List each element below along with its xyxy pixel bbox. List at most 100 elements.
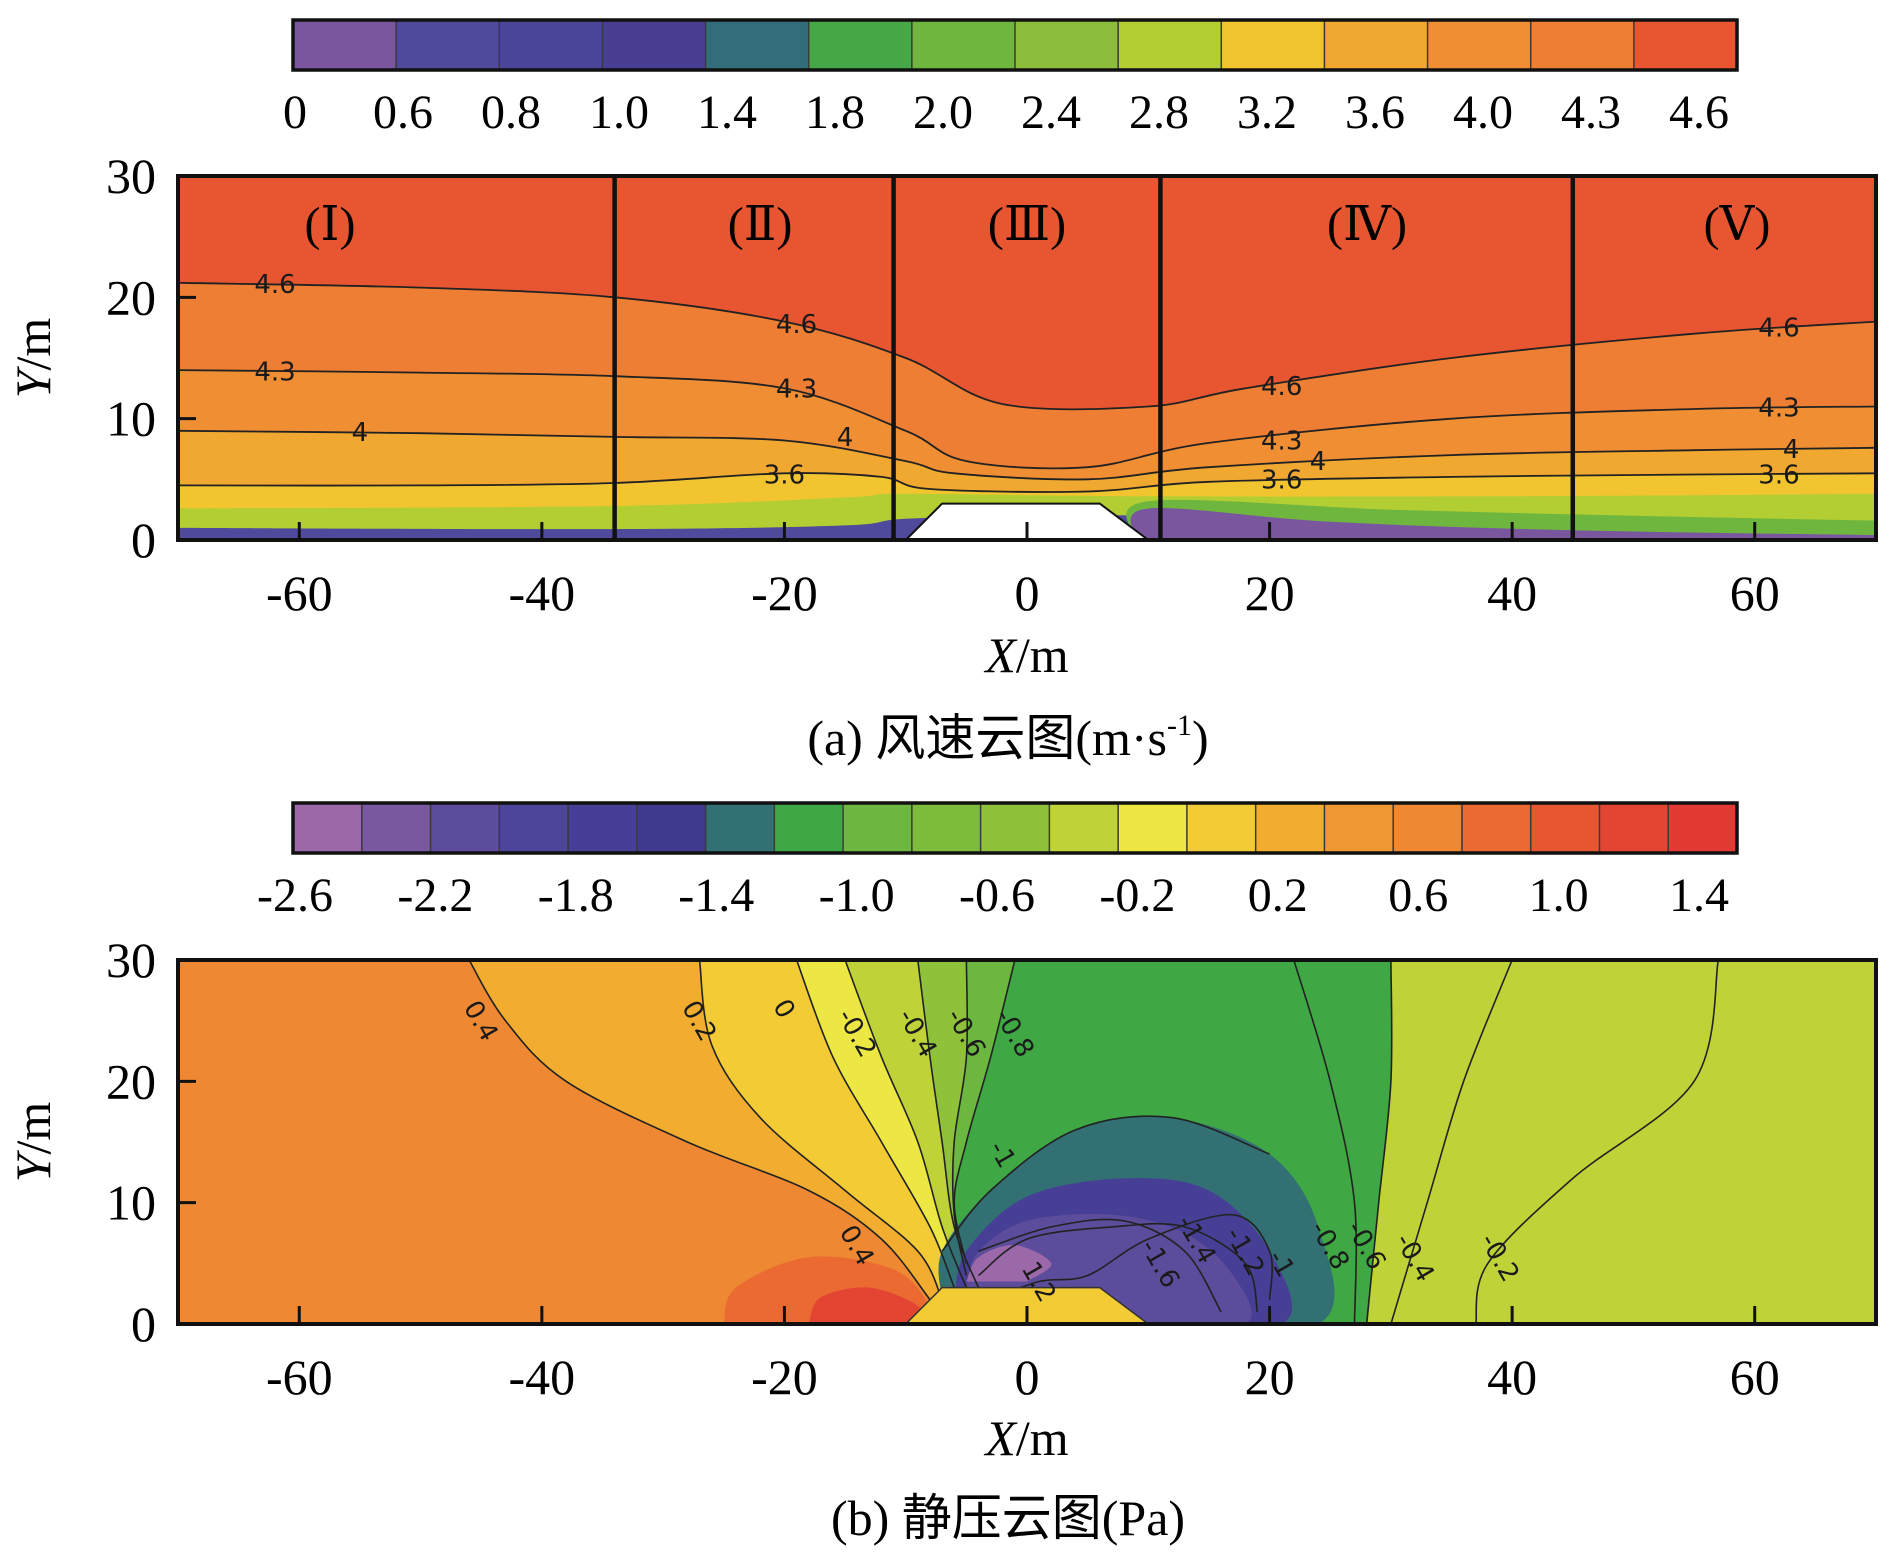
region-labels: (Ⅰ) (Ⅱ) (Ⅲ) (Ⅳ) (Ⅴ) (305, 198, 1771, 251)
velocity-contour-line (178, 429, 1876, 481)
pressure-colorbar-swatch (567, 802, 639, 854)
pressure-contour-line (468, 960, 931, 1301)
pressure-colorbar-swatch (1186, 802, 1257, 854)
velocity-colorbar-swatch (292, 19, 398, 71)
velocity-contour-label: 4.6 (254, 270, 295, 300)
velocity-colorbar-tick-label: 1.8 (805, 86, 865, 139)
velocity-colorbar-border (291, 18, 1739, 72)
pressure-colorbar-swatch (704, 802, 776, 854)
pressure-y-tick-label: 0 (131, 1296, 156, 1352)
velocity-colorbar-swatch (1014, 19, 1120, 71)
velocity-contour-label: 4.3 (1758, 394, 1799, 424)
pressure-y-tick-label: 20 (106, 1053, 156, 1109)
velocity-contour-label: 4.3 (776, 374, 817, 404)
pressure-contour-line (1390, 960, 1513, 1324)
pressure-x-tick-label: -20 (751, 1349, 818, 1405)
pressure-colorbar-ticks: -2.6 -2.2 -1.8 -1.4 -1.0 -0.6 -0.2 0.2 0.6 1.0 1.4 (257, 869, 1729, 922)
velocity-x-tick-label: 20 (1245, 565, 1295, 621)
pressure-colorbar-tick-label: -2.2 (397, 869, 473, 922)
pressure-colorbar-swatch (498, 802, 570, 854)
pressure-colorbar-swatch (361, 802, 432, 854)
pressure-colorbar-tick-label: -1.0 (819, 869, 895, 922)
pressure-colorbar-tick-label: 0.2 (1248, 869, 1308, 922)
pressure-contour-line (951, 960, 969, 1276)
velocity-colorbar-swatch (498, 19, 604, 71)
velocity-colorbar-swatch (601, 19, 707, 71)
velocity-colorbar-tick-label: 2.8 (1129, 86, 1189, 139)
velocity-plot-area: 4.64.344.64.343.64.64.343.64.64.343.6 (178, 176, 1876, 540)
pressure-colorbar-tick-label: 0.6 (1388, 869, 1448, 922)
region-dividers (612, 176, 1576, 540)
velocity-colorbar-tick-label: 4.0 (1453, 86, 1513, 139)
pressure-colorbar-swatch (1529, 802, 1601, 854)
velocity-x-tick-label: 60 (1730, 565, 1780, 621)
velocity-contour-label: 4.6 (776, 310, 817, 340)
pressure-caption: (b) 静压云图(Pa) (831, 1490, 1185, 1546)
pressure-contour-line (1293, 960, 1358, 1324)
velocity-colorbar-tick-label: 3.6 (1345, 86, 1405, 139)
pressure-colorbar-swatch (636, 802, 707, 854)
pressure-axes: -60 -40 -20 0 20 40 60 0 10 20 30 (106, 932, 1780, 1405)
pressure-colorbar (291, 801, 1739, 855)
pressure-colorbar-swatch (1598, 802, 1670, 854)
velocity-band-purple-right (1130, 508, 1876, 540)
pressure-colorbar-swatch (842, 802, 914, 854)
pressure-colorbar-tick-label: -1.4 (678, 869, 754, 922)
pressure-plot-area: 0.4 0.2 0 -0.2 -0.4-0.6-0.8-10.4 -1.4-1.6 -1.2… (178, 960, 1876, 1324)
velocity-colorbar-swatch (1323, 19, 1429, 71)
pressure-colorbar-border (291, 801, 1739, 855)
velocity-y-tick-label: 0 (131, 512, 156, 568)
velocity-colorbar-swatch (1529, 19, 1636, 71)
pressure-colorbar-tick-label: -0.6 (959, 869, 1035, 922)
velocity-caption: (a) 风速云图(m·s-1) (807, 709, 1208, 766)
region-label-2: (Ⅱ) (728, 198, 793, 251)
velocity-colorbar (291, 18, 1739, 72)
pressure-x-tick-label: -60 (266, 1349, 333, 1405)
velocity-contour-labels: 4.64.344.64.343.64.64.343.64.64.343.6 (254, 270, 1800, 495)
velocity-colorbar-tick-label: 0.8 (481, 86, 541, 139)
pressure-colorbar-swatch (773, 802, 845, 854)
velocity-colorbar-swatch (1117, 19, 1223, 71)
pressure-contour-lines (468, 960, 1720, 1324)
velocity-y-tick-label: 30 (106, 148, 156, 204)
velocity-colorbar-swatch (911, 19, 1017, 71)
pressure-colorbar-swatch (1392, 802, 1464, 854)
velocity-contour-label: 3.6 (1758, 460, 1799, 490)
velocity-y-tick-label: 20 (106, 269, 156, 325)
region-label-4: (Ⅳ) (1327, 198, 1407, 251)
velocity-x-tick-label: -20 (751, 565, 818, 621)
region-label-3: (Ⅲ) (988, 198, 1066, 251)
pressure-contour-line (990, 1213, 1274, 1301)
velocity-contour-lines (178, 281, 1876, 493)
velocity-contour-label: 3.6 (764, 460, 805, 490)
velocity-colorbar-swatch (1220, 19, 1326, 71)
pressure-panel: -2.6 -2.2 -1.8 -1.4 -1.0 -0.6 -0.2 0.2 0.6 1.0 1.4 (5, 801, 1878, 1546)
pressure-contour-line (698, 960, 943, 1301)
pressure-fill-bands (178, 960, 1876, 1324)
pressure-colorbar-swatch (979, 802, 1051, 854)
pressure-contour-line (1365, 960, 1393, 1324)
velocity-colorbar-tick-label: 4.3 (1561, 86, 1621, 139)
velocity-colorbar-swatch (395, 19, 501, 71)
pressure-x-tick-label: 40 (1487, 1349, 1537, 1405)
velocity-x-tick-label: 0 (1015, 565, 1040, 621)
pressure-colorbar-swatch (911, 802, 982, 854)
velocity-colorbar-swatch (807, 19, 914, 71)
pressure-y-tick-label: 10 (106, 1175, 156, 1231)
pressure-x-tick-label: 0 (1015, 1349, 1040, 1405)
velocity-colorbar-tick-label: 4.6 (1669, 86, 1729, 139)
velocity-contour-line (178, 281, 1876, 411)
velocity-panel: 0 0.6 0.8 1.0 1.4 1.8 2.0 2.4 2.8 3.2 3.6 4.0 4.3 4.6… (5, 18, 1878, 766)
velocity-contour-label: 4.6 (1261, 372, 1302, 402)
pressure-y-tick-label: 30 (106, 932, 156, 988)
velocity-x-tick-label: -60 (266, 565, 333, 621)
velocity-contour-label: 4 (1783, 435, 1800, 465)
velocity-colorbar-tick-label: 2.0 (913, 86, 973, 139)
pressure-colorbar-tick-label: 1.0 (1529, 869, 1589, 922)
velocity-colorbar-tick-label: 1.0 (589, 86, 649, 139)
velocity-contour-label: 4 (837, 423, 854, 453)
pressure-band-minus-1.8 (966, 1214, 1252, 1324)
velocity-x-tick-label: -40 (509, 565, 576, 621)
pressure-colorbar-tick-label: 1.4 (1669, 869, 1729, 922)
